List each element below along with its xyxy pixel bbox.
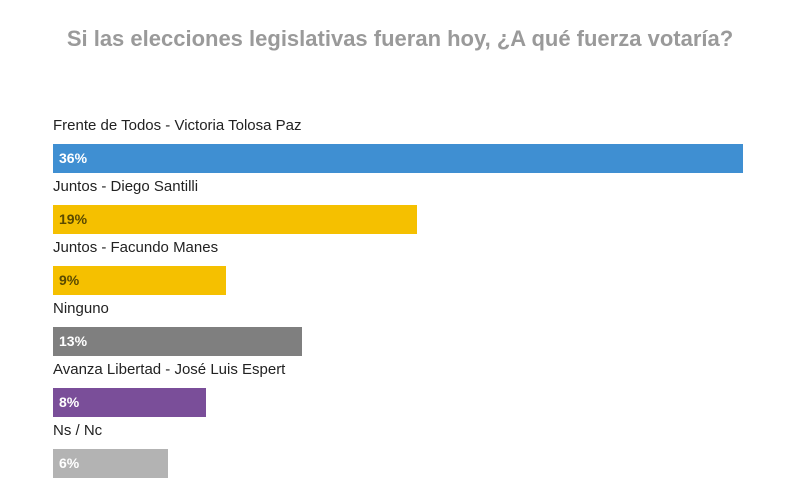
bar: 36% [53, 144, 743, 173]
bar-row: Ninguno 13% [53, 299, 743, 360]
bar-row: Juntos - Facundo Manes 9% [53, 238, 743, 299]
bar-value-label: 36% [59, 150, 88, 166]
bar-row: Avanza Libertad - José Luis Espert 8% [53, 360, 743, 421]
bar: 9% [53, 266, 226, 295]
category-label: Juntos - Facundo Manes [53, 239, 219, 256]
category-label: Juntos - Diego Santilli [53, 178, 199, 195]
bar-value-label: 8% [59, 394, 80, 410]
bar-value-label: 19% [59, 211, 88, 227]
category-label: Ninguno [53, 300, 109, 317]
category-label: Avanza Libertad - José Luis Espert [53, 361, 286, 378]
bar-row: Frente de Todos - Victoria Tolosa Paz 36% [53, 116, 743, 177]
bar: 6% [53, 449, 168, 478]
bar: 19% [53, 205, 417, 234]
bar-value-label: 13% [59, 333, 88, 349]
category-label: Frente de Todos - Victoria Tolosa Paz [53, 117, 302, 134]
bar-chart: Frente de Todos - Victoria Tolosa Paz 36%… [53, 116, 743, 482]
category-label: Ns / Nc [53, 422, 103, 439]
bar-row: Juntos - Diego Santilli 19% [53, 177, 743, 238]
chart-title: Si las elecciones legislativas fueran ho… [66, 26, 734, 51]
bar: 13% [53, 327, 302, 356]
bar-value-label: 9% [59, 272, 80, 288]
bar-value-label: 6% [59, 455, 80, 471]
bar-row: Ns / Nc 6% [53, 421, 743, 482]
bar: 8% [53, 388, 206, 417]
